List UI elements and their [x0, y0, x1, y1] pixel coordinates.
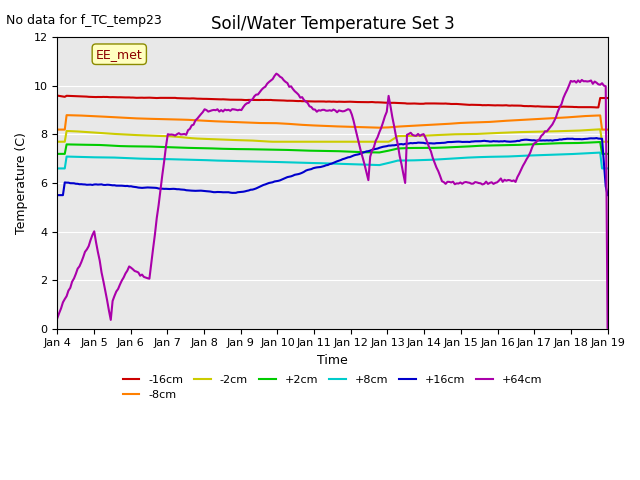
X-axis label: Time: Time: [317, 354, 348, 367]
Title: Soil/Water Temperature Set 3: Soil/Water Temperature Set 3: [211, 15, 454, 33]
Legend: -16cm, -8cm, -2cm, +2cm, +8cm, +16cm, +64cm: -16cm, -8cm, -2cm, +2cm, +8cm, +16cm, +6…: [118, 370, 547, 405]
Text: EE_met: EE_met: [96, 48, 143, 61]
Y-axis label: Temperature (C): Temperature (C): [15, 132, 28, 234]
Text: No data for f_TC_temp23: No data for f_TC_temp23: [6, 14, 162, 27]
